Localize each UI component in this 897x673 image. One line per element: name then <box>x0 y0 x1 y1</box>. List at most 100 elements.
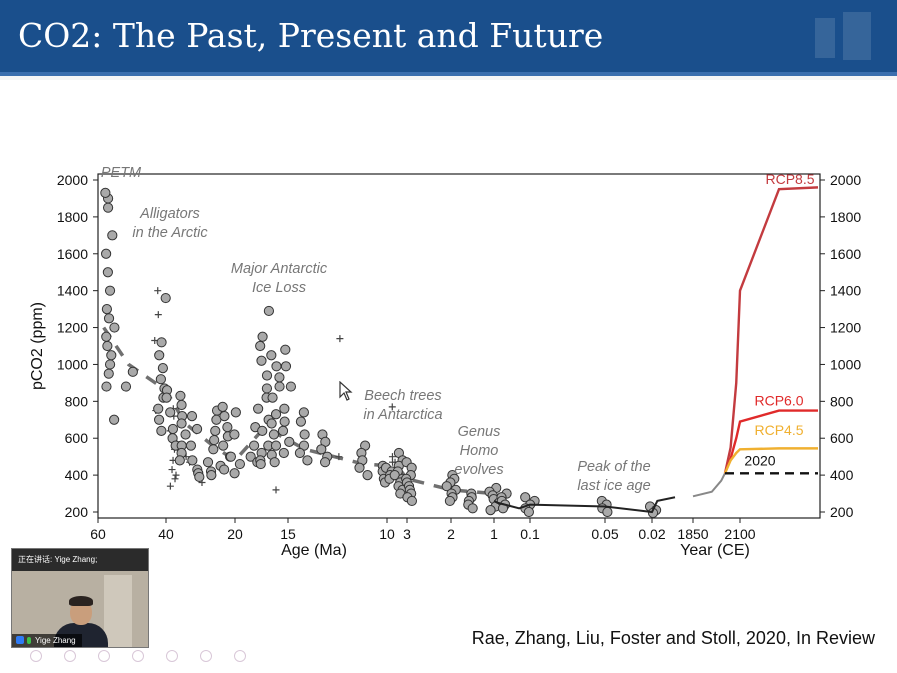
plot-frame <box>97 173 821 519</box>
y-right-tick-label: 800 <box>830 393 854 409</box>
laser-tool-icon[interactable] <box>200 650 212 662</box>
proxy-circle-marker <box>274 372 285 383</box>
x-age-tick-label: 20 <box>227 526 243 542</box>
proxy-circle-marker <box>104 285 116 296</box>
proxy-circle-marker <box>194 471 205 483</box>
shape-tool-icon[interactable] <box>132 650 144 662</box>
proxy-circle-marker <box>249 440 260 451</box>
pen-tool-icon[interactable] <box>30 650 42 662</box>
proxy-circle-marker <box>165 407 176 418</box>
proxy-circle-marker <box>154 350 165 361</box>
mouse-cursor-icon <box>339 381 353 401</box>
proxy-circle-marker <box>253 403 264 414</box>
chart-annotation-line: Genus <box>458 424 501 440</box>
proxy-circle-marker <box>102 202 114 213</box>
proxy-circle-marker <box>257 331 268 342</box>
y-left-tick-label: 1200 <box>57 320 88 336</box>
proxy-circle-marker <box>210 425 221 436</box>
chart-annotation-line: last ice age <box>577 478 650 494</box>
proxy-circle-marker <box>191 423 203 435</box>
proxy-circle-marker <box>354 462 365 473</box>
proxy-circle-marker <box>101 248 112 259</box>
y-right-tick-label: 1800 <box>830 209 861 225</box>
proxy-circle-marker <box>103 368 114 379</box>
proxy-circle-marker <box>101 331 112 342</box>
slide-body: 200 200 400 400 600 600 800 800 1000 1000 1200 1200… <box>0 80 897 673</box>
citation-text: Rae, Zhang, Liu, Foster and Stoll, 2020,… <box>471 628 875 648</box>
proxy-circle-marker <box>153 403 164 414</box>
highlighter-tool-icon[interactable] <box>64 650 76 662</box>
proxy-circle-marker <box>102 340 113 352</box>
proxy-circle-marker <box>441 481 452 492</box>
historical-line <box>692 472 726 498</box>
proxy-circle-marker <box>299 429 310 440</box>
more-tool-icon[interactable] <box>234 650 246 662</box>
proxy-circle-marker <box>176 418 187 429</box>
proxy-circle-marker <box>406 495 417 507</box>
proxy-circle-marker <box>261 370 273 381</box>
proxy-circle-marker <box>280 344 291 355</box>
x-year-tick-label: 1850 <box>677 526 708 542</box>
proxy-cross-marker <box>171 475 179 483</box>
projection-line-rcp85 <box>723 186 819 474</box>
proxy-circle-marker <box>284 436 295 448</box>
speaker-header: 正在讲话: Yige Zhang; <box>12 549 148 571</box>
proxy-cross-marker <box>166 482 174 490</box>
proxy-circle-marker <box>187 455 198 466</box>
proxy-circle-marker <box>127 366 138 377</box>
proxy-circle-marker <box>467 503 478 514</box>
y-left-tick-label: 1400 <box>57 283 88 299</box>
speaker-video-thumbnail[interactable]: 正在讲话: Yige Zhang; Yige Zhang <box>11 548 149 648</box>
projection-label-rcp85: RCP8.5 <box>765 171 814 187</box>
x-age-tick-label: 10 <box>379 526 395 542</box>
chart-annotation-line: in the Arctic <box>132 225 208 241</box>
proxy-circle-marker <box>302 455 313 466</box>
user-icon <box>16 636 24 644</box>
text-tool-icon[interactable] <box>166 650 178 662</box>
y-right-tick-label: 600 <box>830 430 854 446</box>
y-left-tick-label: 800 <box>65 393 89 409</box>
proxy-circle-marker <box>278 447 289 459</box>
chart-annotation-line: Beech trees <box>364 388 441 404</box>
proxy-circle-marker <box>167 423 179 435</box>
y-left-tick-label: 400 <box>65 467 89 483</box>
proxy-circle-marker <box>217 401 228 412</box>
proxy-circle-marker <box>153 414 165 425</box>
proxy-circle-marker <box>185 440 197 451</box>
microphone-icon <box>27 637 31 644</box>
proxy-circle-marker <box>180 429 191 440</box>
proxy-circle-marker <box>107 230 118 241</box>
proxy-circle-marker <box>101 381 112 392</box>
x-age-tick-label: 0.05 <box>591 526 618 542</box>
y-left-tick-label: 600 <box>65 430 89 446</box>
y-left-tick-label: 200 <box>65 504 89 520</box>
chart-annotation-line: Peak of the <box>577 459 650 475</box>
proxy-circle-marker <box>263 305 275 317</box>
proxy-circle-marker <box>261 383 273 394</box>
proxy-circle-marker <box>269 457 280 468</box>
proxy-circle-marker <box>208 444 219 455</box>
proxy-circle-marker <box>298 407 309 418</box>
proxy-circle-marker <box>219 464 230 475</box>
proxy-cross-marker <box>388 453 396 461</box>
y-left-tick-label: 2000 <box>57 172 88 188</box>
proxy-circle-marker <box>186 410 198 422</box>
proxy-circle-marker <box>256 355 267 366</box>
proxy-circle-marker <box>176 399 187 411</box>
proxy-circle-marker <box>218 440 229 451</box>
proxy-circle-marker <box>280 361 292 372</box>
proxy-circle-marker <box>202 457 214 468</box>
y-right-tick-label: 400 <box>830 467 854 483</box>
x-age-tick-label: 15 <box>280 526 296 542</box>
proxy-circle-marker <box>206 470 217 481</box>
proxy-circle-marker <box>255 458 266 470</box>
y-right-tick-label: 1600 <box>830 246 861 262</box>
speaker-hair <box>69 596 93 606</box>
proxy-circle-marker <box>266 418 277 429</box>
proxy-circle-marker <box>229 468 240 479</box>
eraser-tool-icon[interactable] <box>98 650 110 662</box>
x-year-tick-label: 2100 <box>724 526 755 542</box>
proxy-cross-marker <box>154 287 162 295</box>
proxy-circle-marker <box>103 313 115 324</box>
